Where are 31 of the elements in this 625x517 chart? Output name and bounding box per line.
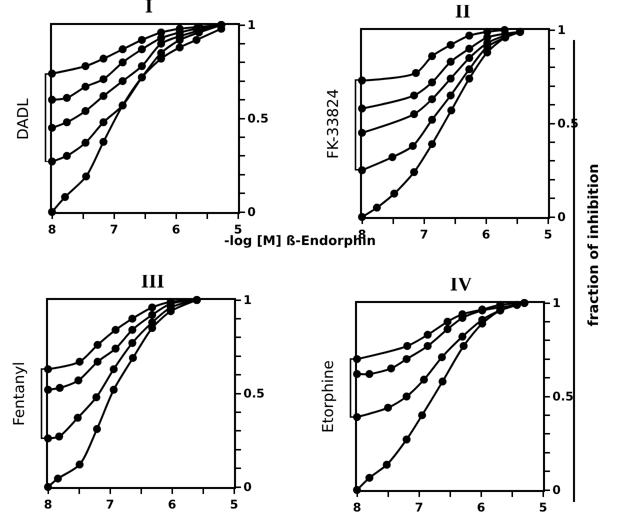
y-tick-label: 0	[247, 205, 256, 220]
x-tick-label: 7	[110, 222, 118, 236]
x-tick-label: 6	[482, 227, 490, 242]
x-tick-label: 5	[230, 497, 238, 512]
y-tick-label: 0	[557, 210, 566, 224]
x-tick-label: 8	[352, 500, 362, 514]
x-tick-label: 6	[168, 497, 176, 512]
x-tick-label: 6	[476, 500, 486, 514]
x-tick-label: 7	[420, 227, 428, 242]
y-axis-title: DADL	[14, 98, 32, 140]
y-tick-label: 0	[243, 480, 252, 494]
y-tick-label: 1	[557, 23, 566, 38]
x-tick-label: 7	[414, 500, 424, 514]
y-tick-label: 0	[552, 483, 561, 498]
y-tick-label: 0.5	[552, 390, 574, 404]
y-tick-label: 1	[243, 293, 252, 308]
x-tick-label: 5	[544, 227, 552, 242]
x-tick-label: 6	[172, 222, 180, 236]
x-tick-label: 8	[48, 222, 56, 236]
x-tick-label: 8	[44, 497, 52, 512]
y-axis-title: Etorphine	[318, 360, 337, 433]
x-tick-label: 7	[106, 497, 114, 512]
y-tick-label: 0.5	[243, 386, 265, 401]
y-tick-label: 0.5	[247, 112, 269, 126]
y-tick-label: 1	[552, 296, 561, 310]
y-tick-label: 1	[247, 18, 256, 32]
y-axis-title: FK-33824	[324, 88, 342, 159]
text: fraction of inhibition	[586, 164, 602, 326]
x-tick-label: 5	[234, 222, 242, 236]
x-tick-label: 5	[538, 500, 548, 514]
y-axis-title: Fentanyl	[10, 362, 28, 426]
